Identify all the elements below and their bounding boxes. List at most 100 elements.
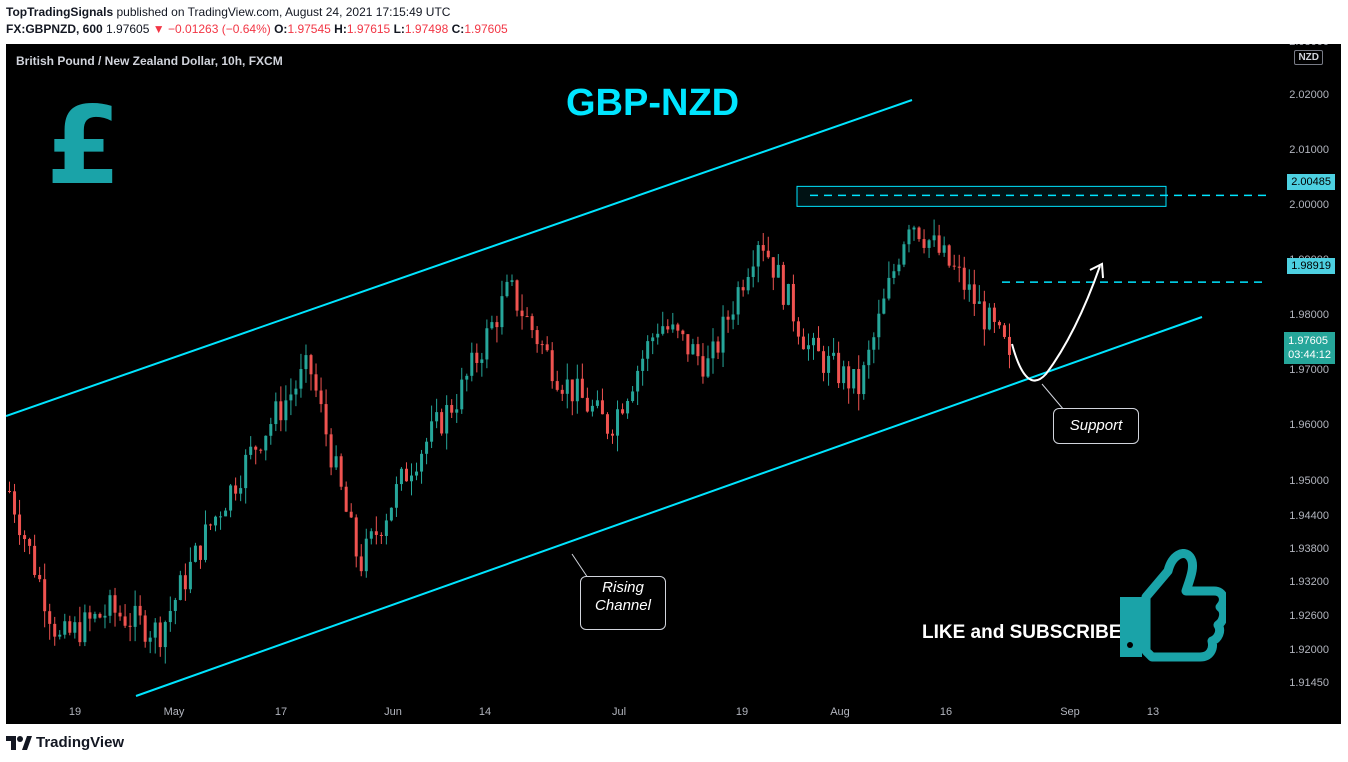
candle-body bbox=[942, 245, 946, 253]
price-tick-label: 1.96000 bbox=[1289, 419, 1329, 431]
candle-body bbox=[641, 358, 645, 371]
candle-body bbox=[510, 280, 514, 282]
candle-body bbox=[113, 595, 117, 613]
candle-body bbox=[58, 634, 62, 637]
candle-body bbox=[525, 316, 529, 318]
ohlc-bar: FX:GBPNZD, 600 1.97605 ▼ −0.01263 (−0.64… bbox=[6, 22, 508, 36]
candle-body bbox=[661, 326, 665, 334]
candle-body bbox=[224, 510, 228, 517]
price-tick-label: 1.92600 bbox=[1289, 610, 1329, 622]
candle-body bbox=[957, 266, 961, 268]
candle-body bbox=[796, 321, 800, 337]
candle-body bbox=[128, 625, 132, 627]
price-change: −0.01263 (−0.64%) bbox=[168, 22, 271, 36]
candle-body bbox=[917, 227, 921, 240]
candle-body bbox=[691, 344, 695, 355]
candle-body bbox=[852, 369, 856, 389]
candle-body bbox=[937, 235, 941, 253]
candle-body bbox=[450, 405, 454, 413]
candle-body bbox=[294, 388, 298, 395]
candle-body bbox=[505, 281, 509, 297]
time-tick-label: May bbox=[163, 706, 185, 718]
candle-body bbox=[776, 264, 780, 278]
candle-body bbox=[817, 337, 821, 352]
candle-body bbox=[28, 539, 32, 546]
candle-body bbox=[555, 381, 559, 390]
last-price-value: 1.97605 bbox=[1288, 335, 1328, 347]
candle-body bbox=[656, 333, 660, 338]
candle-body bbox=[78, 622, 82, 643]
candle-body bbox=[791, 283, 795, 322]
candle-body bbox=[48, 611, 52, 624]
projection-arrow bbox=[1011, 265, 1101, 382]
candle-body bbox=[952, 265, 956, 267]
tradingview-logo[interactable]: TradingView bbox=[6, 734, 124, 751]
candle-body bbox=[947, 245, 951, 266]
price-tick-label: 1.95000 bbox=[1289, 475, 1329, 487]
candle-body bbox=[88, 612, 92, 619]
candle-body bbox=[269, 424, 273, 436]
target-price-tag: 1.98919 bbox=[1287, 258, 1335, 274]
candle-body bbox=[23, 535, 27, 540]
candle-body bbox=[575, 378, 579, 402]
time-tick-label: 13 bbox=[1146, 706, 1160, 718]
candle-body bbox=[13, 491, 17, 515]
candle-body bbox=[183, 575, 187, 590]
tradingview-logo-icon bbox=[6, 735, 32, 750]
candle-body bbox=[460, 379, 464, 410]
candle-body bbox=[410, 475, 413, 482]
price-tick-label: 2.03000 bbox=[1289, 44, 1329, 48]
candle-body bbox=[284, 400, 288, 421]
candle-body bbox=[892, 271, 896, 278]
candle-body bbox=[550, 350, 554, 382]
candle-body bbox=[118, 612, 122, 617]
candle-body bbox=[746, 277, 750, 291]
candle-body bbox=[671, 324, 675, 330]
channel-callout-line2: Channel bbox=[595, 597, 651, 614]
candle-body bbox=[902, 244, 906, 265]
candle-body bbox=[827, 355, 831, 373]
candle-body bbox=[741, 287, 745, 291]
time-tick-label: 19 bbox=[735, 706, 749, 718]
brand-name: TradingView bbox=[36, 734, 125, 751]
candle-body bbox=[595, 400, 599, 406]
candle-body bbox=[53, 623, 57, 637]
candle-body bbox=[279, 401, 283, 421]
chart-panel[interactable]: British Pound / New Zealand Dollar, 10h,… bbox=[6, 44, 1341, 724]
candle-body bbox=[897, 264, 901, 272]
author-name[interactable]: TopTradingSignals bbox=[6, 5, 114, 19]
candle-body bbox=[631, 391, 635, 402]
candle-body bbox=[73, 622, 77, 633]
thumbs-up-icon bbox=[1120, 549, 1226, 662]
low-value: 1.97498 bbox=[404, 22, 449, 36]
candle-body bbox=[721, 316, 725, 353]
publish-info: TopTradingSignals published on TradingVi… bbox=[6, 5, 450, 19]
candle-body bbox=[369, 531, 373, 539]
candle-body bbox=[666, 326, 670, 330]
publish-text: published on TradingView.com, August 24,… bbox=[116, 5, 451, 19]
candle-body bbox=[932, 235, 936, 241]
candle-body bbox=[751, 266, 755, 278]
candle-body bbox=[420, 453, 424, 472]
candle-body bbox=[520, 310, 524, 317]
chart-title: British Pound / New Zealand Dollar, 10h,… bbox=[16, 54, 283, 68]
candle-body bbox=[229, 485, 233, 511]
candle-body bbox=[33, 545, 37, 575]
candle-body bbox=[138, 605, 142, 616]
candle-body bbox=[359, 556, 363, 572]
candle-body bbox=[676, 324, 680, 331]
price-plot[interactable] bbox=[6, 44, 1341, 724]
candle-body bbox=[837, 352, 841, 384]
candle-body bbox=[570, 379, 574, 402]
price-tick-label: 1.93800 bbox=[1289, 543, 1329, 555]
candle-body bbox=[254, 446, 258, 450]
candle-body bbox=[857, 369, 861, 395]
candle-body bbox=[374, 531, 378, 535]
candle-body bbox=[862, 365, 866, 395]
candle-body bbox=[766, 250, 770, 258]
candle-body bbox=[1002, 325, 1006, 337]
candle-body bbox=[812, 337, 815, 346]
time-tick-label: Jun bbox=[384, 706, 402, 718]
support-callout-pointer bbox=[1041, 383, 1065, 411]
currency-unit-badge[interactable]: NZD bbox=[1294, 50, 1323, 65]
